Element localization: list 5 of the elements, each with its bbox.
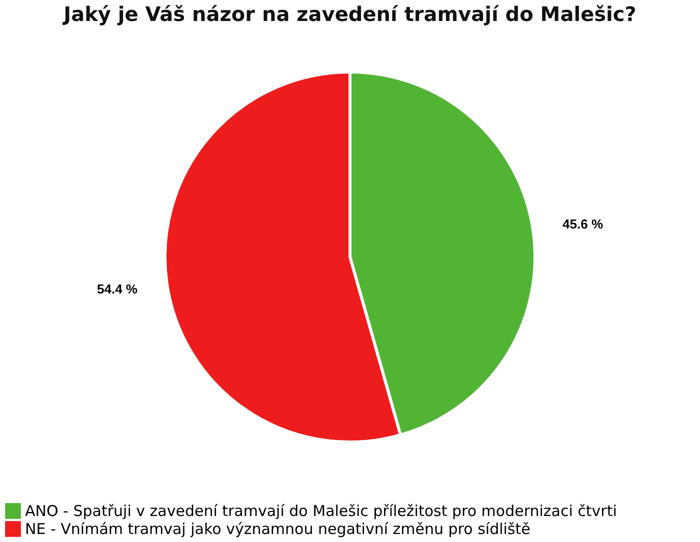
legend-label: ANO - Spatřuji v zavedení tramvají do Malešic příležitost pro modernizaci čtvrti (25, 502, 617, 520)
data-label: 54.4 % (97, 281, 138, 296)
data-label: 45.6 % (562, 216, 604, 232)
legend-label: NE - Vnímám tramvaj jako významnou negativní změnu pro sídliště (25, 520, 530, 538)
chart-title: Jaký je Váš názor na zavedení tramvají do Malešic? (62, 2, 636, 26)
